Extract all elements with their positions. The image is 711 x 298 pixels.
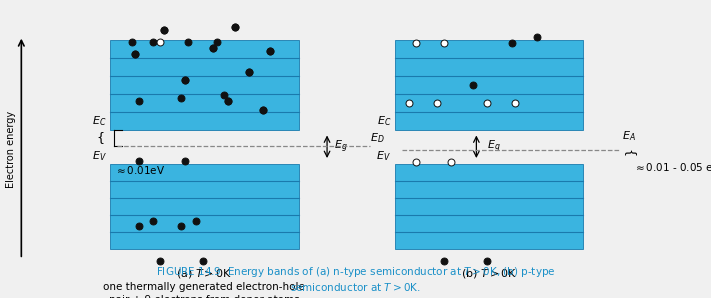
Text: {: {	[97, 131, 105, 144]
Text: $E_V$: $E_V$	[376, 149, 391, 163]
Text: $E_A$: $E_A$	[622, 129, 636, 143]
Text: one thermally generated electron-hole: one thermally generated electron-hole	[104, 282, 305, 292]
Text: (b) $T > 0$K: (b) $T > 0$K	[461, 267, 517, 280]
Text: $E_C$: $E_C$	[377, 115, 391, 128]
Bar	[110, 40, 299, 130]
Text: pair + 9 electrons from donor atoms: pair + 9 electrons from donor atoms	[109, 295, 300, 298]
Text: $E_g$: $E_g$	[487, 139, 501, 155]
Text: Electron energy: Electron energy	[6, 111, 16, 187]
Text: FIGURE 14.9  Energy bands of (a) n-type semiconductor at $T > 0$K, (b) p-type
se: FIGURE 14.9 Energy bands of (a) n-type s…	[156, 265, 555, 293]
Text: $E_C$: $E_C$	[92, 115, 107, 128]
Text: $E_V$: $E_V$	[92, 149, 107, 163]
Text: $\approx$0.01eV: $\approx$0.01eV	[114, 164, 165, 176]
Text: {: {	[622, 149, 635, 157]
Text: $E_D$: $E_D$	[370, 131, 385, 145]
Bar	[110, 164, 299, 249]
Text: (a) $T > 0$K: (a) $T > 0$K	[176, 267, 232, 280]
Text: $\approx$0.01 - 0.05 eV: $\approx$0.01 - 0.05 eV	[633, 161, 711, 173]
Bar	[395, 40, 583, 130]
Bar	[395, 164, 583, 249]
Text: $E_g$: $E_g$	[334, 139, 348, 155]
